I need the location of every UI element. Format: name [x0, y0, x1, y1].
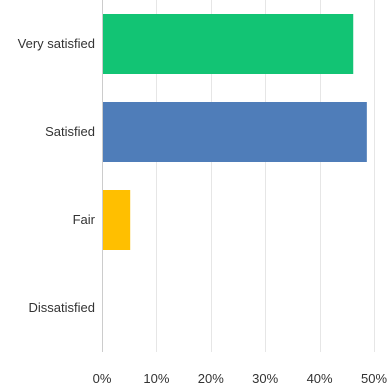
x-tick-label: 0% [93, 371, 112, 386]
x-tick-label: 10% [143, 371, 169, 386]
category-label: Fair [73, 212, 96, 227]
bar-fair [103, 190, 131, 250]
bar-satisfied [103, 102, 367, 162]
x-tick-label: 30% [252, 371, 278, 386]
category-label: Dissatisfied [29, 300, 95, 315]
bar-layer [103, 14, 367, 250]
x-tick-label: 40% [307, 371, 333, 386]
bar-very-satisfied [103, 14, 354, 74]
category-label: Satisfied [45, 124, 95, 139]
x-tick-label: 50% [361, 371, 387, 386]
category-label: Very satisfied [18, 36, 95, 51]
label-layer: 0% 10% 20% 30% 40% 50% Very satisfied Satisfied… [18, 36, 388, 386]
x-tick-label: 20% [198, 371, 224, 386]
